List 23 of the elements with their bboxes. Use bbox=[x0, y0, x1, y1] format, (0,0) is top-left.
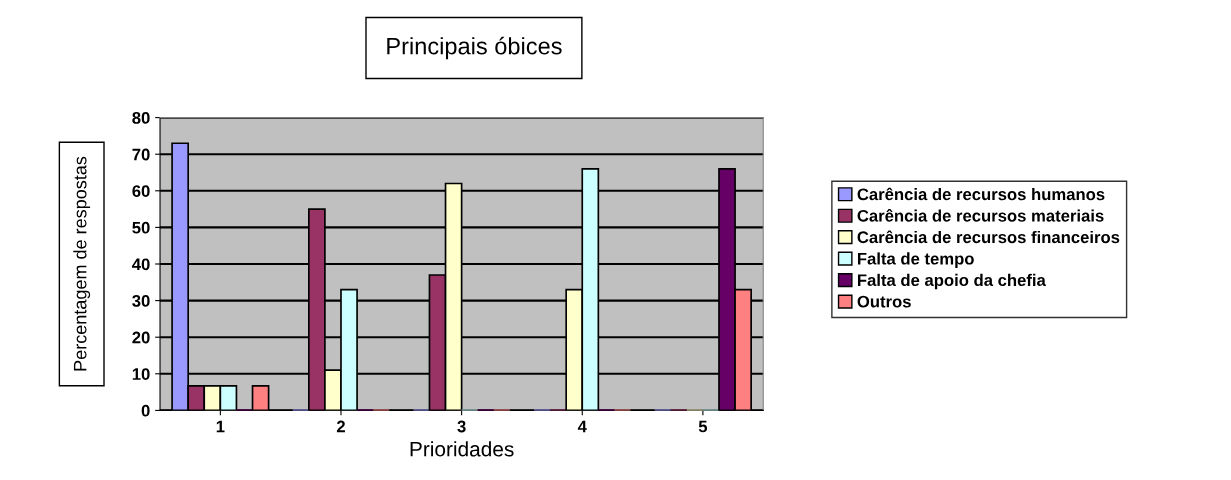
y-axis-title: Percentagem de respostas bbox=[73, 156, 91, 371]
legend-label: Outros bbox=[857, 295, 911, 308]
y-tick-label: 10 bbox=[132, 368, 150, 380]
x-tick-label: 1 bbox=[216, 420, 225, 433]
x-tick-label: 4 bbox=[577, 420, 587, 433]
y-tick-label: 40 bbox=[132, 258, 150, 271]
x-tick-label: 2 bbox=[336, 420, 345, 433]
legend-label: Falta de tempo bbox=[857, 252, 974, 268]
y-tick-label: 80 bbox=[132, 112, 150, 124]
legend-label: Carência de recursos materiais bbox=[857, 209, 1104, 222]
x-tick-label: 5 bbox=[698, 420, 708, 433]
x-tick-label: 3 bbox=[457, 420, 466, 433]
chart-title: Principais óbices bbox=[387, 36, 562, 60]
y-tick-label: 60 bbox=[132, 185, 150, 197]
legend-label: Falta de apoio da chefia bbox=[857, 273, 1046, 290]
y-tick-label: 0 bbox=[141, 404, 150, 417]
y-tick-label: 50 bbox=[132, 221, 150, 234]
legend-label: Carência de recursos humanos bbox=[857, 187, 1105, 201]
y-tick-label: 70 bbox=[132, 148, 150, 161]
legend-label: Carência de recursos financeiros bbox=[857, 230, 1120, 244]
y-tick-label: 20 bbox=[132, 331, 150, 344]
x-axis-title: Prioridades bbox=[410, 441, 514, 457]
y-tick-label: 30 bbox=[132, 295, 150, 307]
